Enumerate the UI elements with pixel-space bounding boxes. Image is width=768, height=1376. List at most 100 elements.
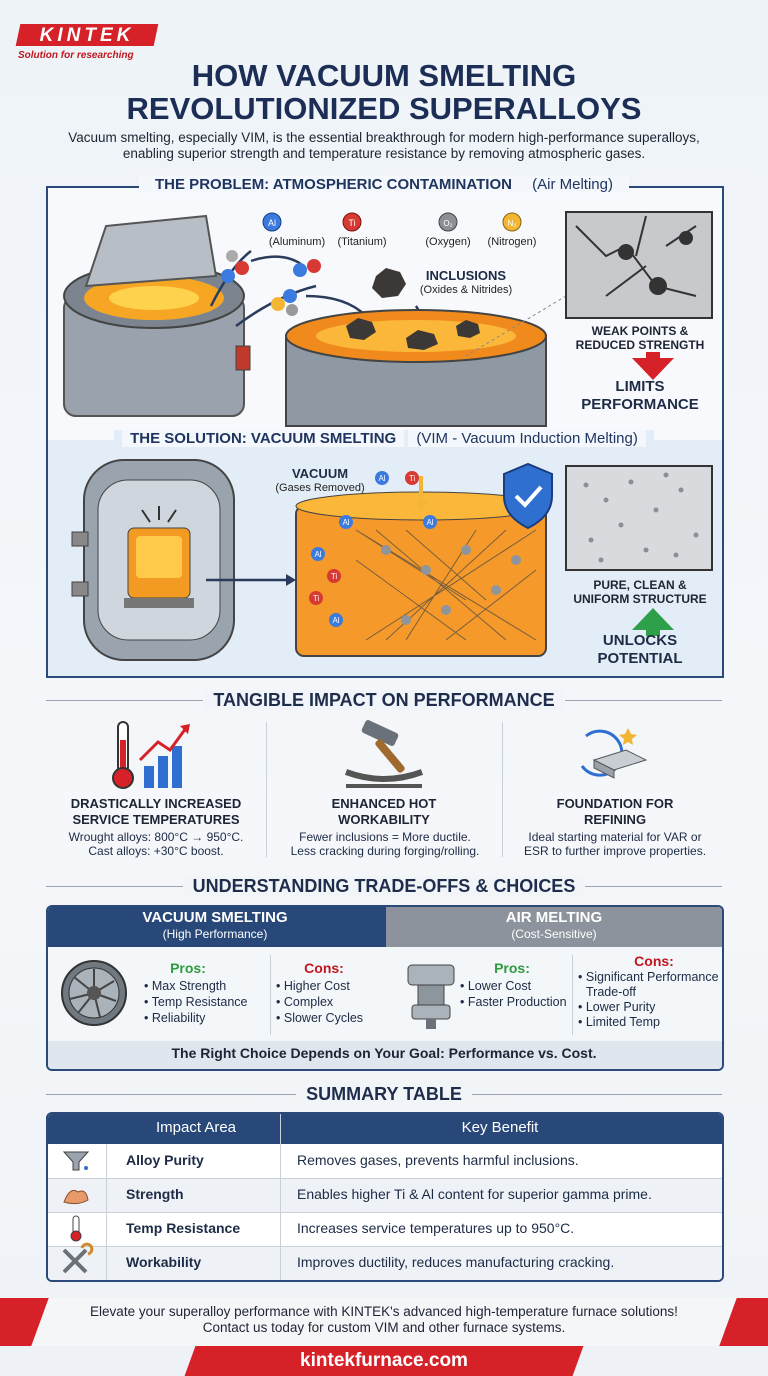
decoration bbox=[355, 529, 537, 641]
option-title: VACUUM SMELTING bbox=[142, 909, 288, 926]
decoration bbox=[593, 759, 615, 779]
col-line bbox=[280, 1114, 281, 1280]
decoration bbox=[138, 727, 188, 762]
decoration bbox=[465, 295, 567, 357]
element-name: (Oxygen) bbox=[425, 236, 471, 248]
row-area: Alloy Purity bbox=[126, 1152, 204, 1168]
arrow-up bbox=[632, 608, 674, 636]
decoration bbox=[588, 537, 594, 543]
atom-symbol: Al bbox=[332, 616, 339, 625]
row-line bbox=[48, 1212, 722, 1213]
arrow-down bbox=[632, 352, 674, 380]
decoration bbox=[456, 320, 480, 338]
decoration bbox=[406, 330, 438, 350]
atom-symbol: N₂ bbox=[508, 219, 517, 228]
pros-item: • Reliability bbox=[144, 1011, 206, 1025]
decoration bbox=[172, 746, 182, 788]
title: HOW VACUUM SMELTING REVOLUTIONIZED SUPER… bbox=[0, 58, 768, 126]
footer-line: Elevate your superalloy performance with… bbox=[90, 1304, 678, 1319]
impact-title: ENHANCED HOT WORKABILITY bbox=[331, 796, 437, 827]
pros-text: Lower Cost bbox=[467, 979, 532, 993]
cons-list: • Higher Cost • Complex • Slower Cycles bbox=[276, 978, 363, 1026]
option-header bbox=[386, 907, 722, 947]
decoration bbox=[235, 345, 251, 371]
column-header: Key Benefit bbox=[461, 1119, 539, 1136]
solution-heading-note: (VIM - Vacuum Induction Melting) bbox=[408, 430, 646, 447]
pros-item: • Faster Production bbox=[460, 995, 567, 1009]
decoration bbox=[679, 231, 693, 245]
decoration bbox=[158, 756, 168, 788]
decoration bbox=[271, 297, 285, 311]
impact-icons bbox=[112, 720, 648, 789]
impact-title: DRASTICALLY INCREASED SERVICE TEMPERATUR… bbox=[70, 796, 242, 827]
cons-item: • Significant Performance Trade-off bbox=[578, 970, 719, 999]
decoration bbox=[381, 545, 391, 555]
decoration: THE PROBLEM: ATMOSPHERIC CONTAMINATION (… bbox=[139, 176, 629, 193]
decoration bbox=[619, 728, 637, 745]
decoration bbox=[71, 531, 89, 547]
row-area: Strength bbox=[126, 1186, 184, 1202]
impact-heading: TANGIBLE IMPACT ON PERFORMANCE bbox=[0, 690, 768, 712]
impact-text: Ideal starting material for VAR or ESR to… bbox=[505, 830, 725, 859]
impact-text: Fewer inclusions = More ductile. Less cra… bbox=[270, 830, 500, 859]
cons-item: • Higher Cost bbox=[276, 979, 350, 993]
decoration bbox=[618, 244, 634, 260]
decoration bbox=[109, 286, 199, 310]
decoration bbox=[71, 581, 89, 597]
cons-item: • Lower Purity bbox=[578, 1000, 656, 1014]
decoration bbox=[678, 487, 684, 493]
decoration bbox=[339, 515, 353, 529]
decoration bbox=[62, 1151, 90, 1171]
decoration: Al Ti Ti Al Al Al Ti Al bbox=[309, 471, 437, 627]
logo-tagline: Solution for researching bbox=[18, 50, 134, 61]
row-benefit: Enables higher Ti & Al content for super… bbox=[297, 1186, 652, 1202]
decoration bbox=[283, 289, 297, 303]
pros-text: Temp Resistance bbox=[151, 995, 248, 1009]
decoration bbox=[62, 1248, 88, 1274]
decoration bbox=[375, 471, 389, 485]
decoration bbox=[649, 277, 667, 295]
decoration bbox=[355, 529, 537, 641]
decoration bbox=[426, 1019, 436, 1029]
decoration bbox=[628, 479, 634, 485]
decoration bbox=[262, 212, 282, 232]
title-line: REVOLUTIONIZED SUPERALLOYS bbox=[126, 90, 642, 126]
decoration bbox=[221, 269, 235, 283]
pros-item: • Max Strength bbox=[144, 979, 227, 993]
decoration bbox=[309, 591, 323, 605]
cons-label: Cons: bbox=[634, 953, 674, 969]
decoration bbox=[423, 515, 437, 529]
row-area: Workability bbox=[126, 1254, 202, 1270]
row-band bbox=[48, 1246, 722, 1280]
impact-line: Fewer inclusions = More ductile. bbox=[299, 830, 471, 844]
pros-label: Pros: bbox=[170, 960, 206, 976]
decoration bbox=[120, 740, 126, 774]
cons-label: Cons: bbox=[304, 960, 344, 976]
solution-illustration: Al Ti Ti Al Al Al Ti Al bbox=[71, 459, 713, 661]
decoration bbox=[598, 557, 604, 563]
decoration bbox=[438, 212, 458, 232]
option-subtitle: (Cost-Sensitive) bbox=[511, 927, 597, 941]
cons-text: Significant Performance Trade-off bbox=[585, 970, 719, 999]
footer-url: kintekfurnace.com bbox=[300, 1350, 468, 1371]
problem-heading-text: THE PROBLEM: ATMOSPHERIC CONTAMINATION bbox=[147, 176, 520, 193]
impact-line: Ideal starting material for VAR or bbox=[528, 830, 702, 844]
title-line: HOW VACUUM SMELTING bbox=[191, 58, 577, 93]
element-name: (Titanium) bbox=[337, 236, 387, 248]
atom-symbol: Al bbox=[426, 518, 433, 527]
decoration: THE SOLUTION: VACUUM SMELTING (VIM - Vac… bbox=[114, 430, 654, 447]
pros-text: Reliability bbox=[151, 1011, 206, 1025]
decoration bbox=[69, 969, 117, 1018]
table-header bbox=[48, 1114, 722, 1144]
decoration bbox=[144, 766, 154, 788]
summary-heading: SUMMARY TABLE bbox=[0, 1084, 768, 1106]
decoration bbox=[329, 613, 343, 627]
row-line bbox=[48, 1246, 722, 1247]
decoration bbox=[311, 547, 325, 561]
decoration bbox=[70, 1230, 82, 1242]
impact-line: Less cracking during forging/rolling. bbox=[290, 844, 480, 859]
pros-label: Pros: bbox=[494, 960, 530, 976]
decoration bbox=[112, 767, 134, 789]
decoration bbox=[235, 261, 249, 275]
